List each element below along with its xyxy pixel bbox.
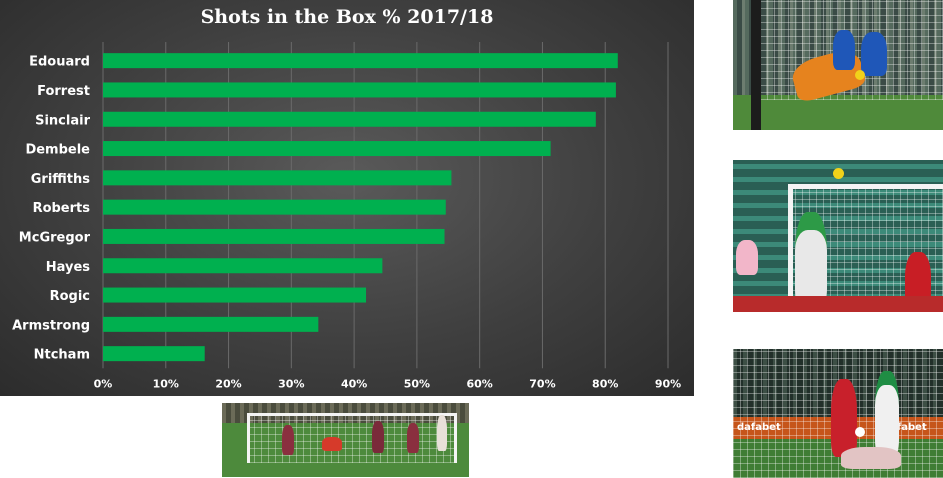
goal-net: [247, 413, 457, 463]
fan-figure: [736, 240, 758, 275]
goalkeeper-figure: [841, 447, 901, 469]
bar: [103, 111, 596, 127]
category-label: Edouard: [29, 55, 90, 70]
category-label: McGregor: [19, 230, 91, 245]
category-label: Roberts: [33, 201, 91, 216]
chart-panel: Shots in the Box % 2017/18 0% 10% 20% 30% 40…: [0, 0, 694, 396]
player-figure: [861, 32, 887, 76]
bar: [103, 258, 383, 274]
chart-title: Shots in the Box % 2017/18: [200, 6, 494, 28]
crossbar: [247, 413, 457, 416]
x-tick-label: 30%: [278, 377, 304, 390]
celtic-player-figure: [795, 212, 827, 308]
player-figure: [282, 425, 294, 455]
category-label: Griffiths: [31, 172, 91, 187]
category-label: Hayes: [46, 260, 91, 275]
photo-shot-on-goal: dafabet dafabet: [733, 349, 943, 478]
category-label: Sinclair: [35, 113, 90, 128]
goal-post: [454, 413, 457, 463]
x-tick-label: 90%: [655, 377, 681, 390]
bar: [103, 346, 205, 362]
bar: [103, 53, 618, 69]
bar: [103, 287, 367, 303]
bar: [103, 82, 616, 98]
bar-chart: 0% 10% 20% 30% 40% 50% 60% 70% 80% 90% Edouard Forr…: [12, 42, 681, 390]
category-label: Armstrong: [12, 318, 90, 333]
x-tick-label: 10%: [153, 377, 179, 390]
category-label: Ntcham: [34, 348, 90, 363]
x-tick-label: 40%: [341, 377, 367, 390]
adboard-strip: [733, 296, 943, 312]
celtic-player-figure: [875, 371, 899, 457]
bar: [103, 170, 452, 186]
grass: [733, 95, 943, 130]
x-tick-label: 80%: [592, 377, 618, 390]
bar: [103, 228, 445, 244]
photo-header-goal: [733, 160, 943, 312]
ball: [833, 168, 844, 179]
crossbar: [788, 184, 943, 189]
goal-post: [788, 184, 793, 312]
player-figure: [833, 30, 855, 70]
player-figure: [437, 415, 447, 451]
ball: [855, 70, 865, 80]
bar: [103, 141, 551, 157]
adboard-text: dafabet: [737, 422, 781, 433]
goal-post: [751, 0, 761, 130]
x-tick-label: 50%: [404, 377, 430, 390]
ball: [855, 427, 865, 437]
opponent-player-figure: [831, 379, 857, 457]
category-label: Dembele: [25, 143, 90, 158]
bar: [103, 199, 446, 215]
goal-post: [247, 413, 250, 463]
x-tick-label: 70%: [529, 377, 555, 390]
category-label: Rogic: [50, 289, 90, 304]
category-label: Forrest: [37, 84, 90, 99]
photo-goalmouth-action: [222, 403, 469, 477]
photo-goalkeeper-save: [733, 0, 943, 130]
player-figure: [372, 421, 384, 453]
player-figure: [407, 423, 419, 453]
x-tick-label: 60%: [466, 377, 492, 390]
adboard-text: dafabet: [883, 422, 927, 433]
x-tick-label: 20%: [215, 377, 241, 390]
bar: [103, 316, 319, 332]
x-tick-label: 0%: [94, 377, 113, 390]
goalkeeper-figure: [322, 437, 342, 451]
